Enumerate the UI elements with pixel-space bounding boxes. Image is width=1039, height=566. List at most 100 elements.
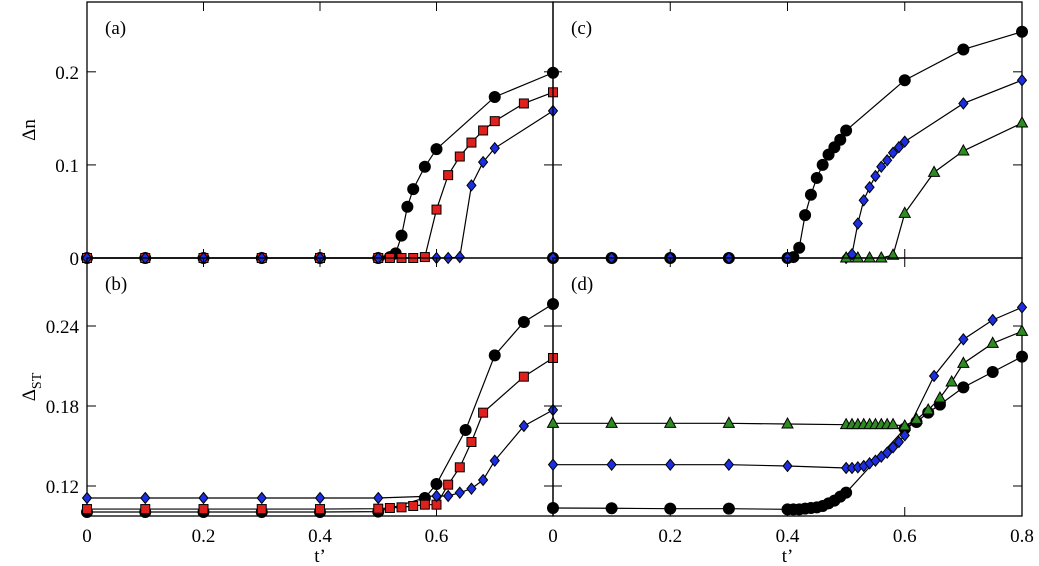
plot-frame [552,257,1023,517]
marker [665,458,676,471]
marker [454,151,465,162]
marker [606,458,617,471]
marker [945,374,958,387]
x-axis-label: t’ [314,546,326,566]
marker [987,313,998,327]
marker [898,418,912,431]
marker [874,250,888,263]
marker [898,206,912,218]
marker [466,437,477,447]
y-tick-label: 0.1 [55,156,79,177]
marker [407,183,420,196]
y-tick-label: 0.12 [46,477,79,498]
marker [839,250,853,263]
marker [957,143,970,156]
marker [927,165,941,177]
plot-frame [552,1,1023,259]
marker [958,333,969,346]
marker [605,416,618,428]
marker [863,250,876,263]
series-line [553,306,1023,469]
marker [418,160,431,173]
marker [547,458,559,471]
y-tick-label: 0 [70,249,80,270]
marker [893,435,905,449]
marker [851,250,865,263]
marker [928,369,940,383]
marker [1015,115,1029,128]
marker [852,217,863,230]
series-line [87,357,554,510]
marker [957,43,970,56]
marker [459,424,472,436]
x-tick-label: 0.4 [776,526,800,547]
marker [886,248,900,260]
x-tick-label: 0.6 [425,526,449,547]
marker [518,419,530,433]
marker [840,124,853,137]
marker [81,491,93,505]
marker [882,446,893,459]
marker [605,502,618,515]
marker [986,366,999,378]
marker [478,125,489,136]
marker [419,499,430,510]
x-tick-label: 0 [548,526,558,547]
marker [957,356,970,368]
marker [846,247,858,261]
marker [431,204,442,215]
marker [1016,73,1028,87]
marker [517,316,530,328]
marker [547,502,559,514]
marker [898,74,911,87]
y-tick-label: 0.24 [46,317,80,338]
y-axis-label-main: Δn [19,119,40,141]
marker [489,116,500,127]
x-tick-label: 0.4 [308,526,332,547]
series-line [553,79,1023,259]
marker [910,412,923,424]
x-axis-label: t’ [782,546,794,566]
marker [466,137,477,148]
marker [489,454,500,467]
marker [887,146,899,160]
marker [430,143,443,156]
marker [1015,324,1029,336]
marker [921,402,935,415]
marker [443,489,454,503]
marker [466,482,477,495]
marker [1016,25,1028,38]
marker [488,349,501,362]
marker [834,133,847,146]
marker [986,336,1000,348]
y-axis-label-sub: ST [30,372,45,389]
marker [816,158,829,171]
marker [373,491,384,505]
marker [430,478,443,490]
marker [478,407,489,418]
marker [518,371,529,382]
marker [408,501,419,511]
marker [518,98,529,109]
marker [887,441,899,454]
x-tick-label: 0.2 [192,526,216,547]
marker [664,502,677,515]
marker [314,491,326,505]
marker [431,489,442,503]
panel-label: (c) [571,18,592,39]
marker [315,504,325,515]
marker [454,486,465,499]
marker [899,429,910,442]
y-tick-label: 0.18 [46,397,79,418]
marker [82,504,92,515]
marker [256,504,267,515]
marker [858,193,869,207]
y-axis-label-main: Δ [19,389,40,401]
x-tick-label: 0.8 [1010,526,1034,547]
marker [804,188,817,201]
marker [958,97,969,110]
y-axis-label: ΔST [19,372,45,401]
marker [722,416,736,428]
y-tick-label: 0.2 [55,63,79,84]
marker [1016,350,1028,363]
